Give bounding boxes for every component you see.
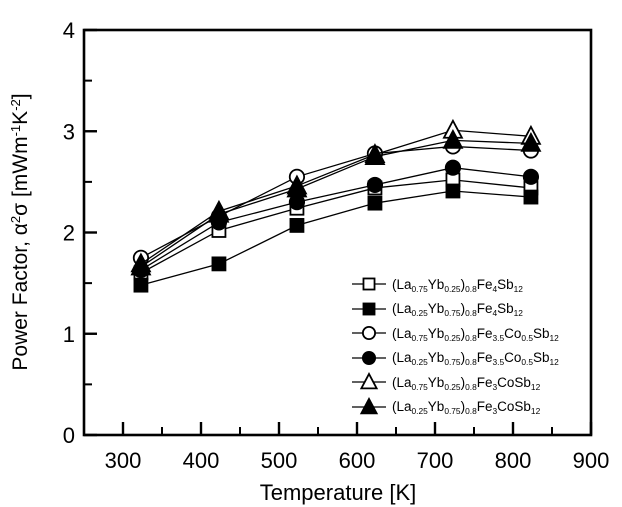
legend-circle-open-icon [352, 326, 386, 341]
marker-square-filled [362, 302, 376, 316]
legend-item: (La0.75Yb0.25)0.8Fe3.5Co0.5Sb12 [351, 321, 559, 346]
legend-label: (La0.25Yb0.75)0.8Fe3.5Co0.5Sb12 [392, 350, 559, 368]
marker-square-filled [523, 189, 539, 205]
legend-item: (La0.75Yb0.25)0.8Fe3CoSb12 [351, 370, 559, 395]
legend-triangle-filled-icon [352, 396, 386, 415]
marker-square-filled [211, 256, 227, 272]
marker-triangle-open [359, 372, 379, 390]
marker-circle-open [361, 326, 377, 341]
series-line [140, 190, 531, 286]
tick-labels: 300 400 500 600 700 800 900 0 1 2 3 4 [63, 18, 610, 473]
legend-item: (La0.25Yb0.75)0.8Fe4Sb12 [351, 297, 559, 322]
marker-triangle-filled [286, 177, 308, 198]
y-tick-label: 2 [63, 221, 75, 246]
series-square-open [133, 172, 539, 281]
legend-square-filled-icon [352, 302, 386, 316]
legend-label: (La0.25Yb0.75)0.8Fe4Sb12 [392, 301, 523, 319]
legend-triangle-open-icon [352, 372, 386, 390]
series-circle-open [132, 138, 540, 266]
marker-square-filled [289, 218, 305, 233]
marker-triangle-filled [520, 131, 542, 152]
series-square-filled [133, 183, 539, 293]
legend-label: (La0.75Yb0.25)0.8Fe3CoSb12 [392, 374, 541, 392]
marker-square-filled [367, 195, 383, 211]
legend-item: (La0.25Yb0.75)0.8Fe3.5Co0.5Sb12 [351, 346, 559, 371]
marker-triangle-filled [442, 128, 464, 149]
legend-label: (La0.75Yb0.25)0.8Fe4Sb12 [392, 276, 523, 294]
marker-triangle-filled [208, 202, 230, 223]
legend-label: (La0.75Yb0.25)0.8Fe3.5Co0.5Sb12 [392, 325, 559, 343]
x-tick-label: 700 [417, 448, 454, 473]
marker-circle-filled [361, 350, 377, 365]
x-tick-label: 300 [105, 448, 142, 473]
marker-square-open [362, 277, 376, 291]
marker-triangle-filled [130, 255, 152, 276]
series-triangle-filled [130, 128, 542, 276]
x-tick-label: 600 [339, 448, 376, 473]
legend-circle-filled-icon [352, 350, 386, 365]
series-line [140, 139, 531, 268]
y-tick-label: 1 [63, 322, 75, 347]
x-tick-label: 800 [495, 448, 532, 473]
series-triangle-open [130, 118, 542, 273]
x-tick-label: 900 [573, 448, 610, 473]
series-line [140, 167, 532, 271]
marker-circle-filled [366, 176, 384, 194]
y-axis-title: Power Factor, α2σ [mWm-1K-2] [7, 93, 32, 371]
marker-square-filled [445, 183, 461, 199]
series-line [140, 129, 531, 265]
legend: (La0.75Yb0.25)0.8Fe4Sb12 (La0.25Yb0.75)0.… [351, 272, 559, 419]
x-tick-label: 500 [261, 448, 298, 473]
marker-triangle-filled [364, 145, 386, 165]
series-circle-filled [132, 159, 540, 279]
legend-label: (La0.25Yb0.75)0.8Fe3CoSb12 [392, 399, 541, 417]
axis-ticks [84, 28, 593, 437]
legend-item: (La0.75Yb0.25)0.8Fe4Sb12 [351, 272, 559, 297]
series-line [140, 179, 532, 274]
marker-square-filled [133, 277, 149, 293]
legend-item: (La0.25Yb0.75)0.8Fe3CoSb12 [351, 395, 559, 420]
y-tick-label: 4 [63, 18, 75, 43]
y-tick-label: 0 [63, 423, 75, 448]
legend-square-open-icon [352, 277, 386, 291]
y-tick-label: 3 [63, 119, 75, 144]
x-axis-title: Temperature [K] [259, 480, 417, 505]
marker-triangle-filled [359, 396, 379, 415]
x-tick-label: 400 [183, 448, 220, 473]
marker-circle-filled [522, 168, 540, 185]
marker-circle-filled [444, 159, 462, 176]
